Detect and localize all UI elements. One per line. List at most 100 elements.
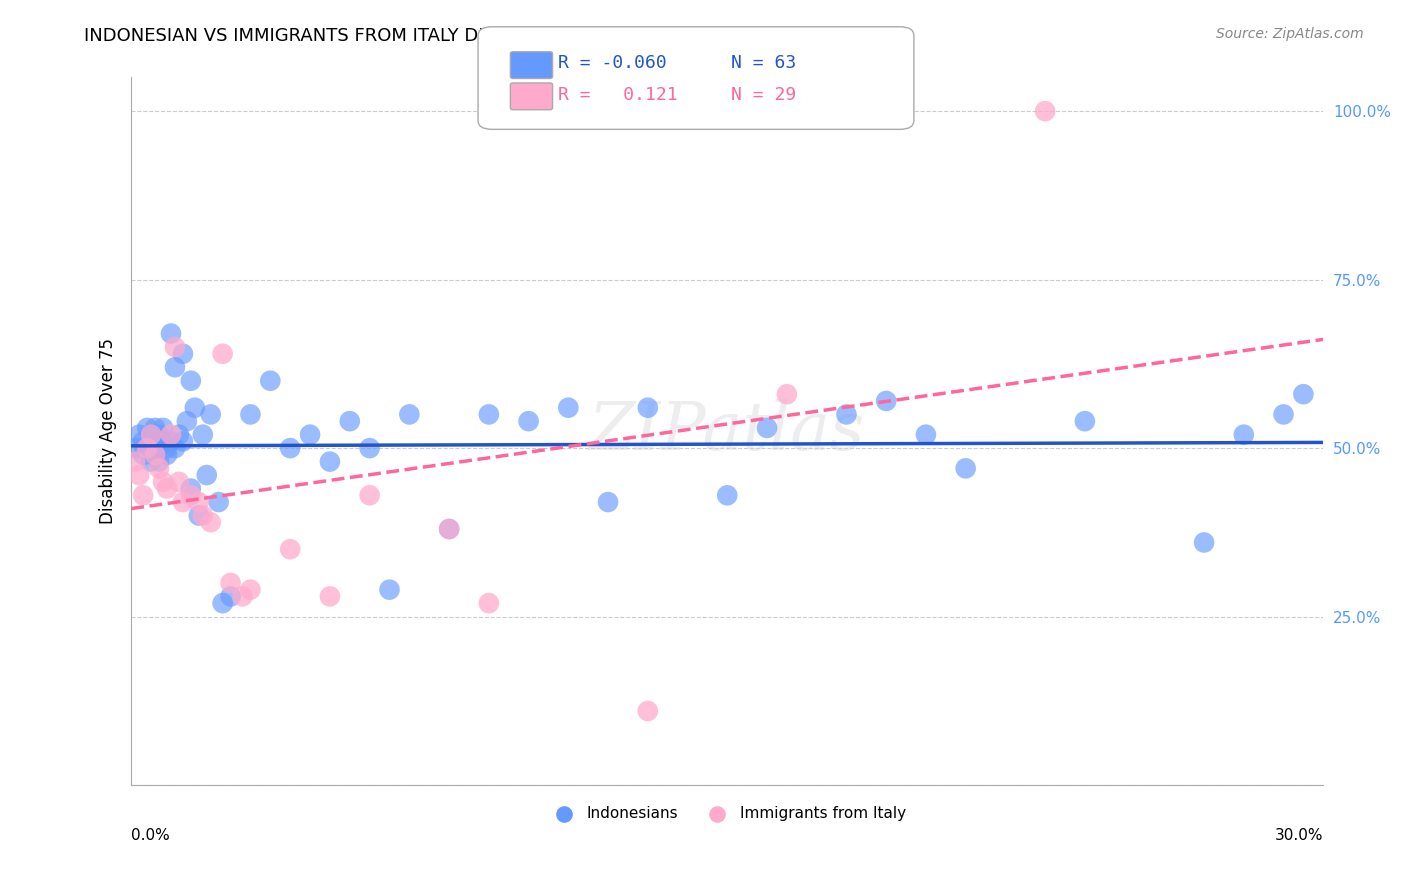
Point [172, 495, 194, 509]
Point [132, 448, 155, 462]
Point [128, 468, 150, 483]
Point [160, 434, 183, 449]
Point [231, 590, 253, 604]
Point [172, 434, 194, 449]
Point [557, 401, 579, 415]
Point [148, 461, 170, 475]
Point [478, 408, 501, 422]
Point [152, 434, 174, 449]
Point [152, 475, 174, 489]
Point [124, 441, 146, 455]
Point [478, 596, 501, 610]
Point [398, 408, 420, 422]
Point [184, 401, 207, 415]
Point [1272, 408, 1295, 422]
Text: 30.0%: 30.0% [1275, 828, 1323, 843]
Point [437, 522, 460, 536]
Point [139, 454, 162, 468]
Point [163, 441, 186, 455]
Point [195, 468, 218, 483]
Point [1292, 387, 1315, 401]
Point [1033, 104, 1056, 119]
Point [156, 441, 179, 455]
Point [1233, 427, 1256, 442]
Point [875, 393, 897, 408]
Point [148, 454, 170, 468]
Point [637, 401, 659, 415]
Point [156, 482, 179, 496]
Point [143, 441, 166, 455]
Point [319, 590, 342, 604]
Point [128, 427, 150, 442]
Point [167, 475, 190, 489]
Point [180, 482, 202, 496]
Point [172, 347, 194, 361]
Point [299, 427, 322, 442]
Point [835, 408, 858, 422]
Point [219, 575, 242, 590]
Point [1074, 414, 1097, 428]
Point [160, 326, 183, 341]
Text: ZIPatlas: ZIPatlas [589, 399, 865, 464]
Point [191, 508, 214, 523]
Point [163, 340, 186, 354]
Text: R = -0.060: R = -0.060 [558, 54, 666, 72]
Point [211, 596, 233, 610]
Point [132, 434, 155, 449]
Point [437, 522, 460, 536]
Point [211, 347, 233, 361]
Point [139, 427, 162, 442]
Text: R =   0.121: R = 0.121 [558, 86, 678, 103]
Point [143, 448, 166, 462]
Point [191, 427, 214, 442]
Point [152, 421, 174, 435]
Text: INDONESIAN VS IMMIGRANTS FROM ITALY DISABILITY AGE OVER 75 CORRELATION CHART: INDONESIAN VS IMMIGRANTS FROM ITALY DISA… [84, 27, 890, 45]
Point [359, 441, 381, 455]
Point [167, 427, 190, 442]
Text: 0.0%: 0.0% [131, 828, 170, 843]
Point [259, 374, 281, 388]
Point [163, 360, 186, 375]
Point [143, 448, 166, 462]
Point [180, 374, 202, 388]
Point [148, 441, 170, 455]
Text: Source: ZipAtlas.com: Source: ZipAtlas.com [1216, 27, 1364, 41]
Point [359, 488, 381, 502]
Point [319, 454, 342, 468]
Point [915, 427, 938, 442]
Point [517, 414, 540, 428]
Point [339, 414, 361, 428]
Point [148, 427, 170, 442]
Point [219, 590, 242, 604]
Point [239, 582, 262, 597]
Point [143, 421, 166, 435]
Point [136, 421, 159, 435]
Point [136, 441, 159, 455]
Point [208, 495, 231, 509]
Legend: Indonesians, Immigrants from Italy: Indonesians, Immigrants from Italy [543, 800, 912, 827]
Point [756, 421, 779, 435]
Point [124, 454, 146, 468]
Point [200, 515, 222, 529]
Point [637, 704, 659, 718]
Point [776, 387, 799, 401]
Point [1192, 535, 1215, 549]
Point [200, 408, 222, 422]
Point [239, 408, 262, 422]
Point [156, 448, 179, 462]
Point [278, 542, 301, 557]
Point [132, 488, 155, 502]
Text: N = 63: N = 63 [731, 54, 796, 72]
Text: N = 29: N = 29 [731, 86, 796, 103]
Y-axis label: Disability Age Over 75: Disability Age Over 75 [100, 338, 117, 524]
Point [139, 434, 162, 449]
Point [278, 441, 301, 455]
Point [716, 488, 738, 502]
Point [180, 488, 202, 502]
Point [176, 414, 198, 428]
Point [187, 495, 209, 509]
Point [378, 582, 401, 597]
Point [187, 508, 209, 523]
Point [136, 441, 159, 455]
Point [955, 461, 977, 475]
